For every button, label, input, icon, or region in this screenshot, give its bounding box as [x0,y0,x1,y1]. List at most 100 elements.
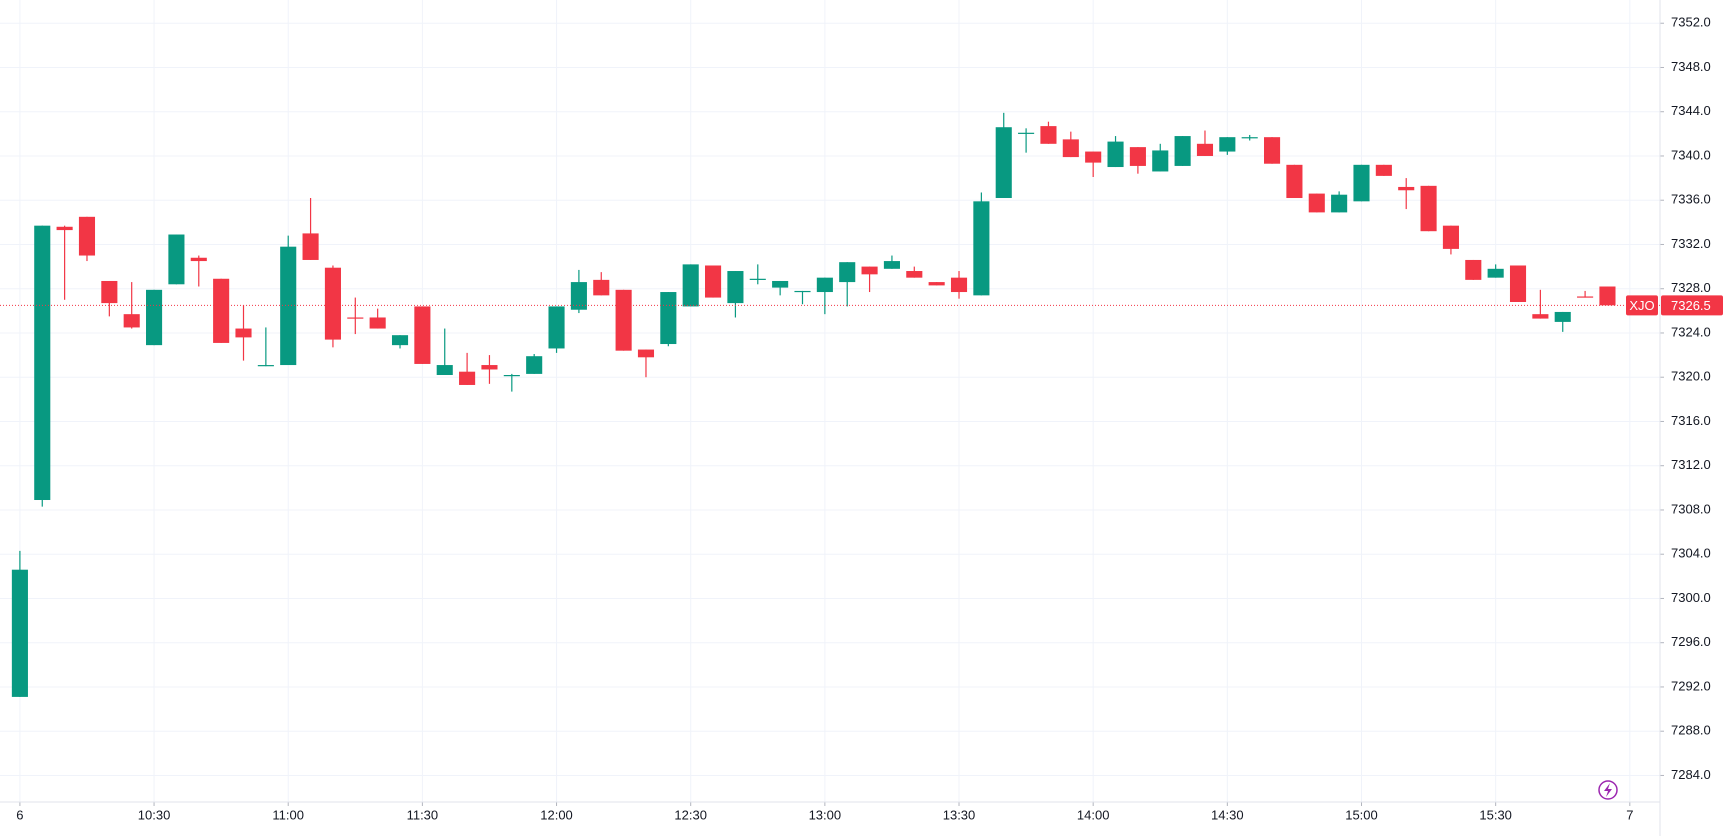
y-tick-label: 7340.0 [1671,147,1711,162]
y-tick-label: 7288.0 [1671,723,1711,738]
y-tick-label: 7316.0 [1671,413,1711,428]
candle-body [257,365,274,367]
y-tick-label: 7348.0 [1671,59,1711,74]
y-tick-label: 7320.0 [1671,369,1711,384]
candle-body [1532,314,1549,319]
candle-body [213,278,230,343]
candle-body [369,317,386,329]
x-tick-label: 13:30 [943,807,976,822]
candle-body [280,246,297,366]
candle-body [146,289,163,346]
candle-body [727,271,744,304]
candle-body [749,278,766,280]
x-tick-label: 10:30 [138,807,171,822]
candle-body [1152,150,1169,172]
candle-body [1085,151,1102,163]
candle-body [906,271,923,278]
x-tick-label: 6 [16,807,23,822]
icon-ring [1598,780,1618,800]
candle-body [816,277,833,293]
candle-body [347,317,364,319]
candle-body [1509,265,1527,302]
y-tick-label: 7292.0 [1671,678,1711,693]
x-tick-label: 15:30 [1479,807,1512,822]
candle-body [705,265,722,298]
candle-body [1286,164,1303,199]
y-tick-label: 7300.0 [1671,590,1711,605]
candle-body [950,277,968,293]
candle-body [1107,141,1124,168]
candle-body [123,314,140,328]
candle-body [11,569,28,697]
candle-body [1040,126,1057,144]
candle-body [1420,185,1437,232]
candle-body [682,264,699,307]
candle-body [1219,137,1236,152]
x-tick-label: 12:30 [674,807,707,822]
y-tick-label: 7324.0 [1671,324,1711,339]
last-price-label: 7326.5 [1671,298,1711,313]
candle-body [190,257,207,262]
y-tick-label: 7296.0 [1671,634,1711,649]
candle-body [302,233,319,260]
candle-body [391,335,409,346]
x-tick-label: 12:00 [540,807,573,822]
candle-body [637,349,655,358]
grid [0,0,1660,802]
candle-body [1129,147,1146,166]
y-tick-label: 7344.0 [1671,103,1711,118]
candle-body [1331,194,1348,213]
candle-body [615,289,632,351]
y-tick-label: 7284.0 [1671,767,1711,782]
candle-body [168,234,185,285]
candle-body [78,216,96,256]
last-price-badge [1661,295,1723,316]
candle-body [1062,139,1079,158]
y-tick-label: 7336.0 [1671,192,1711,207]
x-tick-label: 15:00 [1345,807,1378,822]
candle-body [1174,136,1191,166]
candle-body [414,306,431,364]
candle-body [503,375,520,377]
candle-body [56,226,73,231]
candle-body [570,282,587,310]
candle-body [481,365,498,370]
candle-body [995,127,1012,199]
y-tick-label: 7352.0 [1671,15,1711,30]
y-tick-label: 7308.0 [1671,501,1711,516]
candle-body [794,290,811,293]
replay-icon[interactable] [1598,780,1618,800]
candle-body [861,266,878,275]
candle-body [1487,268,1504,278]
candle-body [459,371,476,385]
y-tick-label: 7328.0 [1671,280,1711,295]
candle-body [1264,137,1281,164]
candle-body [1353,164,1370,202]
symbol-badge [1626,295,1658,316]
x-tick-label: 14:00 [1077,807,1110,822]
candle-body [1554,311,1571,322]
x-tick-label: 11:00 [272,807,304,822]
x-tick-label: 7 [1626,807,1633,822]
candle-body [235,328,252,338]
candle-body [660,292,677,345]
candle-body [1577,296,1594,298]
candle-body [973,201,990,296]
candle-body [1375,164,1392,176]
candle-body [1308,193,1325,213]
candle-body [1196,143,1214,156]
symbol-label: XJO [1629,298,1654,313]
candle-body [548,306,565,349]
y-tick-label: 7332.0 [1671,236,1711,251]
candle-body [928,282,945,286]
candle-body [526,356,543,374]
candle-body [436,365,453,376]
candle-body [593,279,610,296]
candle-body [1241,137,1258,139]
x-tick-label: 13:00 [809,807,842,822]
candle-body [1599,286,1616,306]
y-tick-label: 7312.0 [1671,457,1711,472]
